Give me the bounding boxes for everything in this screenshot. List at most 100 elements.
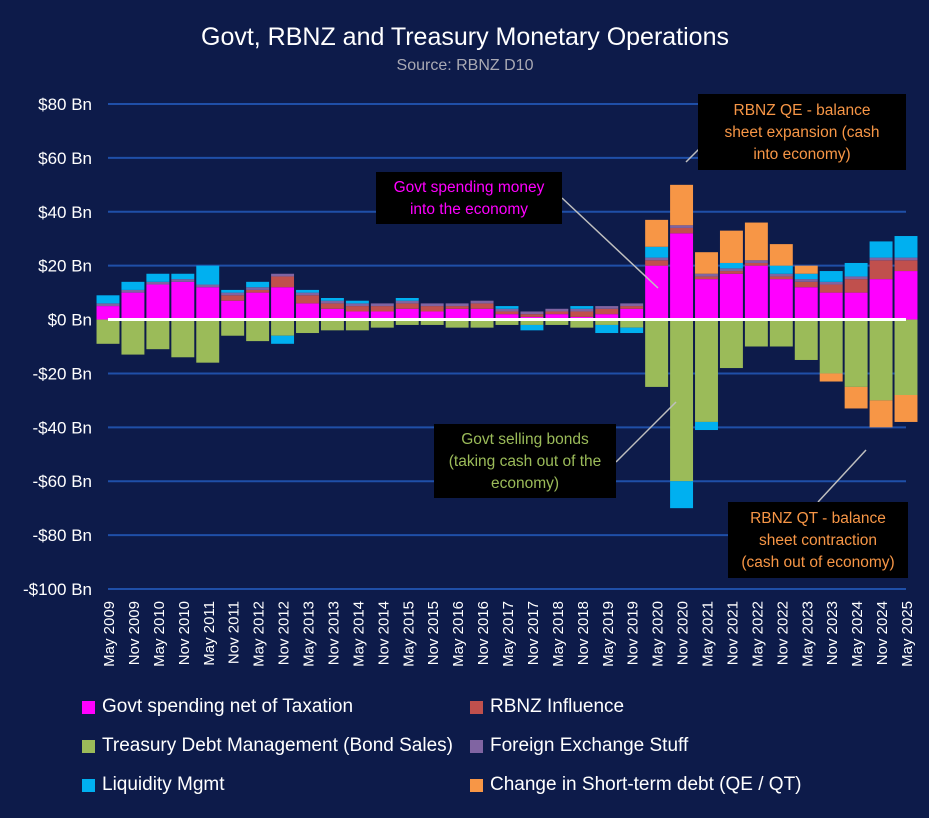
bar-segment-rbnz [670, 227, 694, 234]
bar-segment-fx [395, 300, 419, 304]
bar-segment-shortterm [769, 244, 793, 266]
bar-segment-liquidity [869, 241, 893, 258]
x-tick-label: Nov 2016 [475, 601, 492, 665]
bar-segment-treasury [695, 319, 718, 422]
bar-segment-fx [246, 287, 270, 290]
x-axis-ticks: May 2009 Nov 2009 May 2010 Nov 2010 May 2011… [101, 601, 916, 667]
bar-segment-treasury [645, 319, 669, 387]
bar-segment-govt [645, 265, 669, 320]
bar-segment-treasury [670, 319, 694, 482]
bar-segment-fx [769, 273, 793, 277]
bar-segment-liquidity [794, 273, 818, 280]
bar-segment-govt [221, 300, 245, 320]
annotation-text-govt: into the economy [410, 201, 528, 218]
y-tick-label: -$40 Bn [32, 418, 92, 437]
bar-segment-govt [395, 308, 419, 320]
bar-segment-govt [370, 311, 394, 320]
bar-segment-fx [894, 257, 918, 261]
bar-segment-liquidity [121, 281, 145, 290]
legend-swatch-rbnz [470, 700, 483, 714]
bar-segment-treasury [844, 319, 868, 387]
bar-segment-treasury [420, 319, 444, 325]
bar-segment-fx [271, 273, 295, 277]
bar-segment-govt [844, 292, 868, 320]
bar-segment-fx [670, 225, 694, 228]
x-tick-label: Nov 2011 [226, 601, 243, 664]
annotation-text-qt: sheet contraction [759, 532, 877, 549]
bar-layer [96, 184, 918, 509]
bar-segment-shortterm [670, 184, 694, 226]
bar-segment-liquidity [620, 327, 644, 334]
bar-segment-liquidity [520, 324, 544, 331]
legend-item-rbnz: RBNZ Influence [470, 696, 624, 718]
bar-segment-liquidity [844, 262, 868, 277]
annotation-layer: RBNZ QE - balance sheet expansion (cash in… [376, 94, 908, 578]
x-tick-label: Nov 2020 [675, 601, 692, 665]
bar-segment-treasury [171, 319, 195, 358]
x-tick-label: Nov 2021 [724, 601, 741, 665]
bar-segment-govt [445, 308, 469, 320]
bar-segment-treasury [545, 319, 569, 325]
bar-segment-treasury [320, 319, 344, 331]
annotation-text-qt: (cash out of economy) [741, 554, 894, 571]
y-tick-label: $80 Bn [38, 95, 92, 114]
bar-segment-liquidity [595, 324, 619, 334]
bar-segment-govt [869, 279, 893, 320]
legend-swatch-govt [82, 700, 95, 714]
x-tick-label: May 2025 [899, 601, 916, 667]
bar-segment-liquidity [221, 289, 245, 293]
bar-segment-shortterm [645, 219, 669, 247]
legend-swatch-liquidity [82, 778, 95, 792]
bar-segment-rbnz [221, 295, 245, 301]
bar-segment-fx [420, 303, 444, 307]
annotation-text-bonds: economy) [491, 475, 559, 492]
bar-segment-liquidity [171, 273, 195, 280]
bar-segment-liquidity [196, 265, 220, 285]
bar-segment-rbnz [769, 276, 793, 280]
bar-segment-fx [744, 260, 768, 263]
bar-segment-treasury [271, 319, 295, 336]
y-axis-ticks: $80 Bn $60 Bn $40 Bn $20 Bn $0 Bn -$20 Bn -$40… [23, 95, 92, 599]
x-tick-label: Nov 2018 [575, 601, 592, 665]
x-tick-label: May 2022 [749, 601, 766, 667]
x-tick-label: May 2017 [500, 601, 517, 667]
bar-segment-rbnz [869, 260, 893, 280]
bar-segment-govt [171, 281, 195, 320]
legend-label-shortterm: Change in Short-term debt (QE / QT) [490, 774, 802, 795]
bar-segment-shortterm [869, 400, 893, 428]
bar-segment-fx [146, 281, 170, 285]
bar-segment-liquidity [570, 306, 594, 309]
legend-item-treasury: Treasury Debt Management (Bond Sales) [82, 735, 453, 757]
x-tick-label: May 2010 [151, 601, 168, 667]
bar-segment-liquidity [495, 306, 519, 309]
y-tick-label: $0 Bn [48, 311, 92, 330]
bar-segment-treasury [196, 319, 220, 363]
bar-segment-rbnz [819, 284, 843, 293]
bar-segment-treasury [395, 319, 419, 325]
bar-segment-rbnz [271, 276, 295, 288]
legend-label-govt: Govt spending net of Taxation [102, 696, 354, 717]
annotation-box-qe [698, 94, 906, 170]
x-tick-label: Nov 2023 [824, 601, 841, 665]
annotation-text-qe: RBNZ QE - balance [734, 102, 871, 119]
bar-segment-treasury [146, 319, 170, 350]
annotation-leader-line [817, 449, 867, 503]
bar-segment-shortterm [719, 230, 743, 263]
bar-segment-govt [320, 308, 344, 320]
bar-segment-govt [420, 311, 444, 320]
bar-segment-fx [445, 303, 469, 307]
bar-segment-fx [794, 279, 818, 282]
annotation-text-qt: RBNZ QT - balance [750, 510, 886, 527]
y-tick-label: $40 Bn [38, 203, 92, 222]
bar-segment-treasury [96, 319, 120, 344]
bar-segment-treasury [620, 319, 644, 328]
annotation-box-govt [376, 172, 562, 224]
bar-segment-govt [345, 311, 369, 320]
x-tick-label: May 2012 [251, 601, 268, 667]
x-tick-label: May 2023 [799, 601, 816, 667]
bar-segment-govt [121, 292, 145, 320]
bar-segment-fx [171, 279, 195, 282]
bar-segment-treasury [769, 319, 793, 347]
bar-segment-shortterm [894, 395, 918, 422]
